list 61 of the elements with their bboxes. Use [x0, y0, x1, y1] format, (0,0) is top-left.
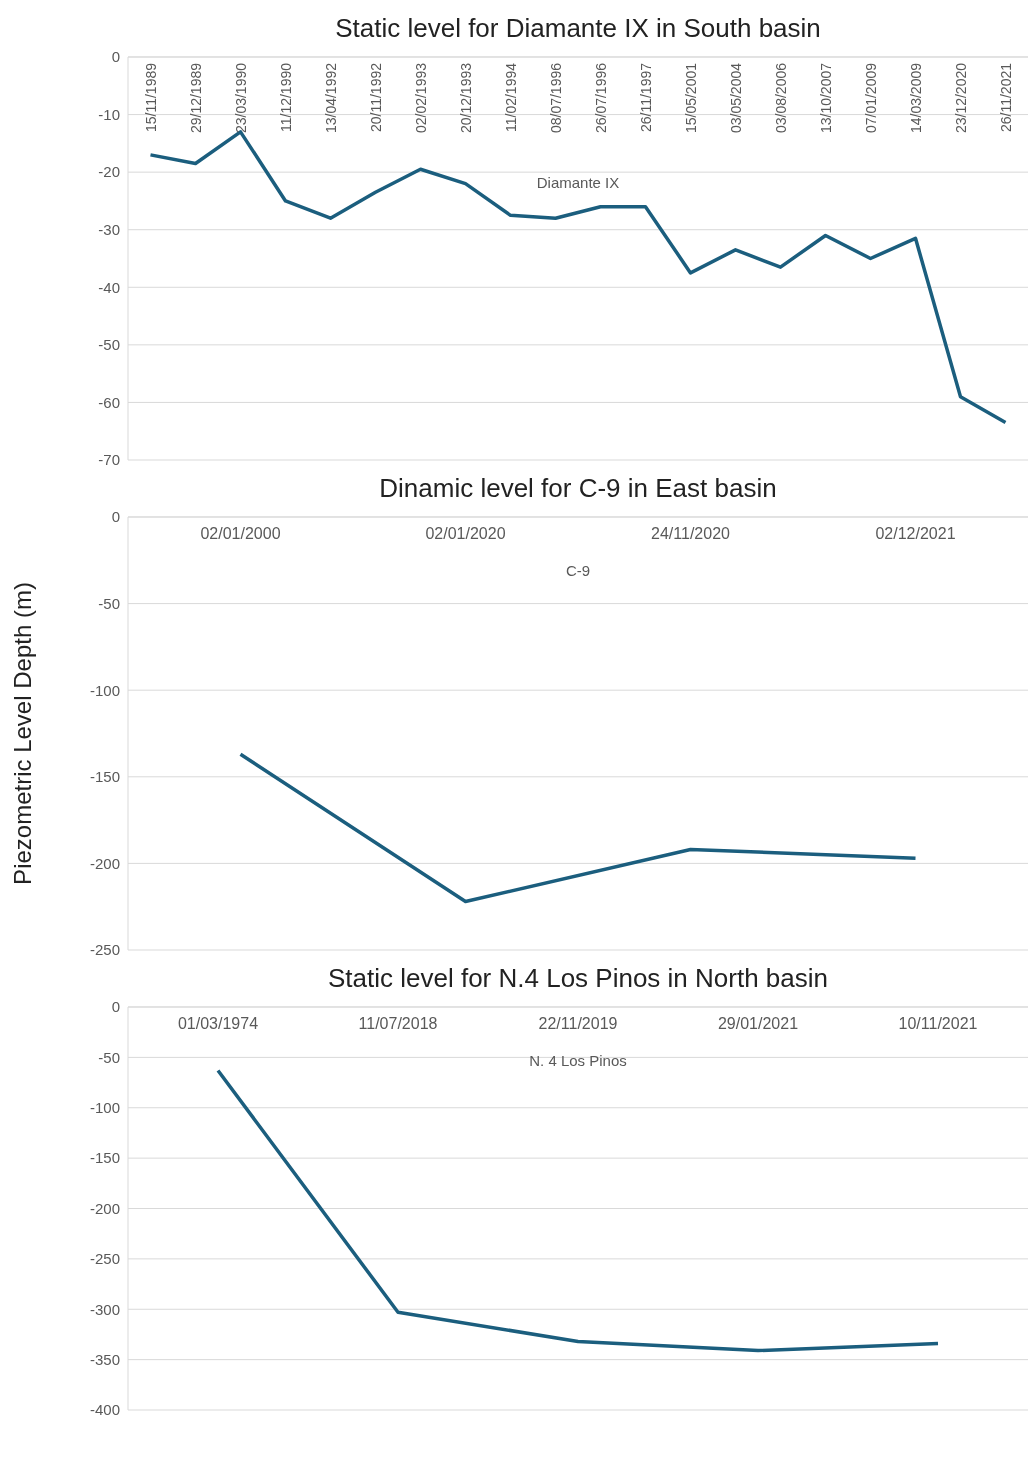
y-tick-label: -150 [89, 768, 120, 786]
x-tick-label: 15/11/1989 [142, 62, 159, 133]
x-tick-label: 20/12/1993 [457, 62, 474, 134]
x-tick-label: 10/11/2021 [898, 1015, 978, 1032]
x-tick-label: 03/08/2006 [772, 62, 789, 134]
x-tick-label: 13/10/2007 [817, 62, 834, 134]
x-tick-label: 08/07/1996 [547, 62, 564, 134]
x-tick-label: 26/07/1996 [592, 62, 609, 134]
x-tick-label: 24/11/2020 [651, 525, 731, 542]
y-tick-label: -250 [89, 941, 120, 959]
y-tick-label: 0 [111, 508, 120, 526]
x-tick-label: 26/11/1997 [637, 62, 654, 133]
y-tick-label: -400 [89, 1401, 120, 1419]
x-tick-label: 29/01/2021 [717, 1015, 799, 1032]
x-tick-label: 02/01/2000 [200, 525, 281, 542]
y-tick-label: -300 [89, 1300, 120, 1318]
y-tick-label: -60 [98, 393, 120, 411]
x-tick-label: 15/05/2001 [682, 62, 699, 134]
y-tick-label: 0 [111, 998, 120, 1016]
y-tick-label: -70 [98, 451, 120, 469]
text: N. 4 Los Pinos [528, 1052, 628, 1069]
chart-title: Dinamic level for C-9 in East basin [378, 472, 778, 505]
x-tick-label: 26/11/2021 [997, 62, 1014, 133]
series-label: Diamante IX [535, 174, 621, 191]
y-tick-label: -200 [89, 1199, 120, 1217]
x-tick-label: 11/02/1994 [502, 62, 519, 133]
y-tick-label: 0 [111, 48, 120, 66]
y-tick-label: -30 [98, 221, 120, 239]
chart-title: Static level for N.4 Los Pinos in North basin [327, 962, 829, 995]
y-tick-label: -250 [89, 1250, 120, 1268]
y-tick-label: -50 [98, 336, 120, 354]
y-tick-label: -350 [89, 1350, 120, 1368]
x-tick-label: 29/12/1989 [187, 62, 204, 134]
x-tick-label: 11/12/1990 [277, 62, 294, 133]
y-tick-label: -200 [89, 854, 120, 872]
line-series [238, 752, 918, 904]
text: C-9 [564, 562, 592, 579]
y-tick-label: -50 [98, 594, 120, 612]
x-tick-label: 02/12/2021 [875, 525, 956, 542]
x-tick-label: 13/04/1992 [322, 62, 339, 134]
x-tick-label: 02/02/1993 [412, 62, 429, 134]
x-tick-label: 14/03/2009 [907, 62, 924, 134]
y-tick-label: -150 [89, 1149, 120, 1167]
x-tick-label: 07/01/2009 [862, 62, 879, 134]
x-tick-label: 20/11/1992 [367, 62, 384, 133]
x-tick-label: 03/05/2004 [727, 62, 744, 134]
chart-title: Static level for Diamante IX in South basin [334, 12, 822, 45]
y-tick-label: -100 [89, 681, 120, 699]
x-tick-label: 01/03/1974 [177, 1015, 259, 1032]
line-series [216, 1068, 940, 1353]
y-tick-label: -10 [98, 105, 120, 123]
y-tick-label: -50 [98, 1048, 120, 1066]
x-tick-label: 02/01/2020 [425, 525, 506, 542]
x-tick-label: 23/12/2020 [952, 62, 969, 134]
x-tick-label: 23/03/1990 [232, 62, 249, 134]
y-tick-label: -40 [98, 278, 120, 296]
y-tick-label: -20 [98, 163, 120, 181]
y-axis-title: Piezometric Level Depth (m) [8, 582, 36, 885]
x-tick-label: 22/11/2019 [538, 1015, 618, 1032]
x-tick-label: 11/07/2018 [358, 1015, 438, 1032]
y-tick-label: -100 [89, 1099, 120, 1117]
